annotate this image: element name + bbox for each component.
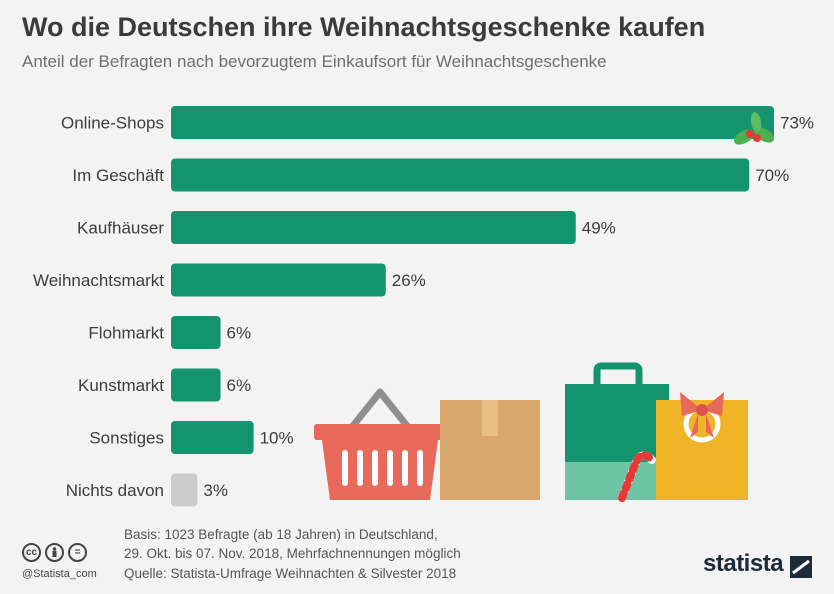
statista-logo-icon[interactable]	[790, 556, 812, 578]
value-label: 6%	[227, 324, 252, 343]
category-label: Flohmarkt	[88, 324, 164, 343]
basis-line-1: Basis: 1023 Befragte (ab 18 Jahren) in D…	[124, 527, 438, 542]
chart-subtitle: Anteil der Befragten nach bevorzugtem Ei…	[22, 52, 607, 71]
shopping-bag-green-icon	[565, 362, 669, 500]
bar	[171, 316, 221, 349]
value-label: 3%	[203, 481, 228, 500]
creative-commons-icon: cc	[22, 543, 41, 562]
value-label: 49%	[582, 219, 616, 238]
bar	[171, 263, 386, 297]
category-label: Online-Shops	[61, 114, 164, 133]
category-label: Weihnachtsmarkt	[33, 271, 164, 290]
bar	[171, 211, 576, 244]
category-label: Im Geschäft	[72, 166, 164, 185]
bar	[171, 368, 221, 402]
statista-logo-text[interactable]: statista	[703, 550, 784, 577]
shopping-basket-icon	[314, 388, 446, 500]
attribution-icon	[45, 543, 64, 562]
category-label: Kunstmarkt	[78, 376, 164, 395]
bar	[171, 421, 254, 454]
cardboard-box-icon	[440, 400, 540, 500]
source-note: Quelle: Statista-Umfrage Weihnachten & S…	[124, 566, 457, 581]
bar	[171, 473, 198, 507]
value-label: 70%	[755, 166, 789, 185]
gift-bag-yellow-icon	[656, 392, 748, 500]
no-derivatives-icon: =	[68, 543, 87, 562]
value-label: 6%	[227, 376, 252, 395]
category-label: Kaufhäuser	[77, 219, 164, 238]
basis-line-2: 29. Okt. bis 07. Nov. 2018, Mehrfachnenn…	[124, 546, 461, 561]
twitter-handle[interactable]: @Statista_com	[22, 568, 97, 580]
value-label: 26%	[392, 271, 426, 290]
bars-group: Online-Shops 73% Im Geschäft 70% Kaufhäuser 4…	[33, 106, 814, 507]
holly-icon	[734, 112, 774, 145]
chart-title: Wo die Deutschen ihre Weihnachtsgeschenk…	[22, 12, 706, 42]
value-label: 73%	[780, 114, 814, 133]
footnote: Basis: 1023 Befragte (ab 18 Jahren) in D…	[124, 525, 461, 563]
category-label: Sonstiges	[89, 429, 164, 448]
category-label: Nichts davon	[66, 481, 164, 500]
bar	[171, 158, 750, 192]
license-icons: cc =	[22, 543, 87, 562]
value-label: 10%	[260, 429, 294, 448]
candy-cane-icon	[618, 451, 656, 502]
bar	[171, 106, 774, 139]
